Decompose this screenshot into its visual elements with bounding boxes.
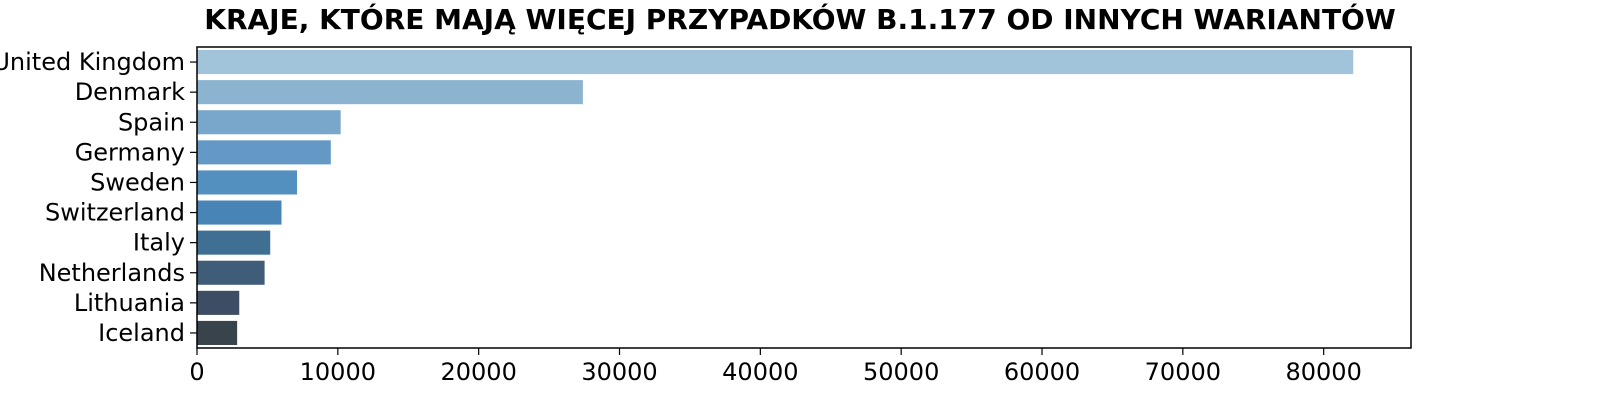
x-tick-label: 50000: [863, 358, 939, 386]
x-tick-label: 10000: [300, 358, 376, 386]
bar: [197, 170, 297, 195]
bar: [197, 110, 341, 135]
plot-frame: [196, 46, 1412, 349]
y-tick-label: Sweden: [90, 168, 185, 196]
y-tick-label: Lithuania: [74, 289, 185, 317]
y-tick-label: United Kingdom: [0, 48, 185, 76]
y-tick-label: Netherlands: [39, 259, 185, 287]
x-tick-label: 0: [189, 358, 204, 386]
y-tick-label: Germany: [75, 138, 185, 166]
y-tick-label: Denmark: [75, 78, 185, 106]
x-tick-label: 30000: [581, 358, 657, 386]
x-tick-label: 80000: [1286, 358, 1362, 386]
x-tick-label: 70000: [1145, 358, 1221, 386]
bar: [197, 260, 265, 285]
bar: [197, 290, 240, 315]
bar: [197, 140, 331, 165]
bar: [197, 230, 271, 255]
chart-title: KRAJE, KTÓRE MAJĄ WIĘCEJ PRZYPADKÓW B.1.…: [204, 3, 1396, 36]
y-tick-label: Switzerland: [45, 199, 185, 227]
bar: [197, 80, 583, 105]
y-tick-label: Iceland: [98, 319, 185, 347]
bar: [197, 320, 238, 345]
x-tick-label: 60000: [1004, 358, 1080, 386]
y-tick-label: Italy: [133, 229, 185, 257]
bar: [197, 200, 282, 225]
x-tick-label: 20000: [440, 358, 516, 386]
y-tick-label: Spain: [118, 108, 185, 136]
x-tick-label: 40000: [722, 358, 798, 386]
bar: [197, 50, 1354, 75]
